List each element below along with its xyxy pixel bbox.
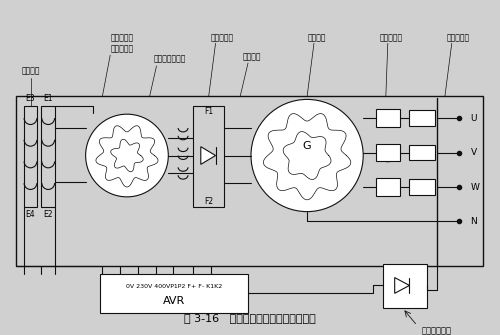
Circle shape — [251, 99, 363, 212]
Text: 定子绕组: 定子绕组 — [308, 33, 326, 42]
Text: AVR: AVR — [163, 296, 186, 306]
Text: 励磁机电枢绕组: 励磁机电枢绕组 — [154, 55, 186, 64]
Text: N: N — [470, 217, 477, 226]
Text: W: W — [470, 183, 480, 192]
Bar — [16, 96, 484, 266]
Bar — [24, 106, 38, 207]
Bar — [410, 145, 435, 160]
Bar — [100, 274, 248, 313]
Text: 复励变流器: 复励变流器 — [447, 33, 470, 42]
Bar — [376, 178, 400, 196]
Text: F2: F2 — [204, 197, 213, 206]
Text: V: V — [470, 148, 476, 157]
Text: U: U — [470, 114, 477, 123]
Bar — [410, 179, 435, 195]
Text: E2: E2 — [44, 210, 53, 219]
Text: 调差互感器: 调差互感器 — [379, 33, 402, 42]
Text: 复励绕组: 复励绕组 — [22, 66, 40, 75]
Text: 0V 230V 400VP1P2 F+ F- K1K2: 0V 230V 400VP1P2 F+ F- K1K2 — [126, 284, 222, 289]
Bar — [376, 109, 400, 127]
Text: 三相整流桥组: 三相整流桥组 — [422, 326, 452, 335]
Bar — [193, 106, 224, 207]
Text: 励磁机定子: 励磁机定子 — [110, 33, 134, 42]
Bar — [376, 144, 400, 161]
Text: E1: E1 — [44, 94, 53, 104]
Text: E3: E3 — [26, 94, 36, 104]
Polygon shape — [201, 147, 216, 164]
Bar — [42, 106, 55, 207]
Text: F1: F1 — [204, 107, 213, 116]
Text: E4: E4 — [26, 210, 36, 219]
Text: 主励磁绕组: 主励磁绕组 — [110, 45, 134, 54]
Bar — [383, 264, 427, 308]
Text: 旋转整流器: 旋转整流器 — [211, 33, 234, 42]
Polygon shape — [394, 278, 409, 293]
Circle shape — [86, 114, 168, 197]
Text: 图 3-16   无刷三相交流发电机原理电路: 图 3-16 无刷三相交流发电机原理电路 — [184, 313, 316, 323]
Text: G: G — [303, 141, 312, 151]
Text: 转子绕组: 转子绕组 — [242, 53, 261, 62]
Bar — [410, 110, 435, 126]
